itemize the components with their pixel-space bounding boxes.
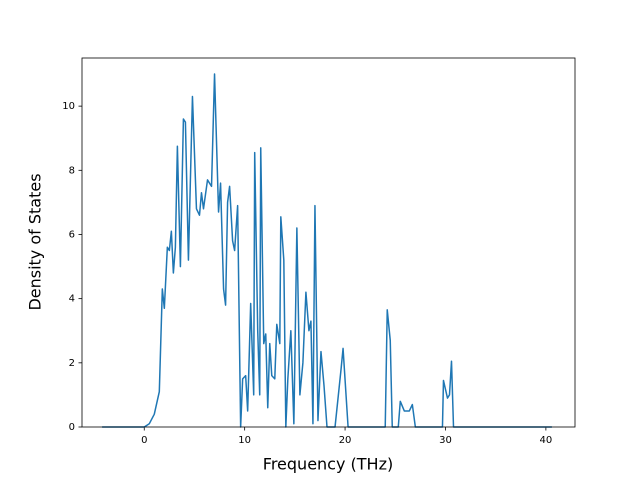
plot-frame xyxy=(81,57,576,428)
x-tick-label: 20 xyxy=(339,435,352,446)
y-tick-label: 6 xyxy=(69,229,75,240)
x-tick-label: 40 xyxy=(540,435,553,446)
y-tick-label: 8 xyxy=(69,165,75,176)
x-tick-label: 0 xyxy=(141,435,147,446)
y-tick-label: 2 xyxy=(69,358,75,369)
x-tick-label: 10 xyxy=(238,435,251,446)
x-axis-label: Frequency (THz) xyxy=(263,455,393,474)
y-tick-label: 4 xyxy=(69,294,75,305)
dos-line xyxy=(102,73,552,428)
y-axis-label: Density of States xyxy=(26,173,45,310)
y-tick-label: 0 xyxy=(69,422,75,433)
x-tick-label: 30 xyxy=(439,435,452,446)
y-tick-label: 10 xyxy=(62,101,75,112)
